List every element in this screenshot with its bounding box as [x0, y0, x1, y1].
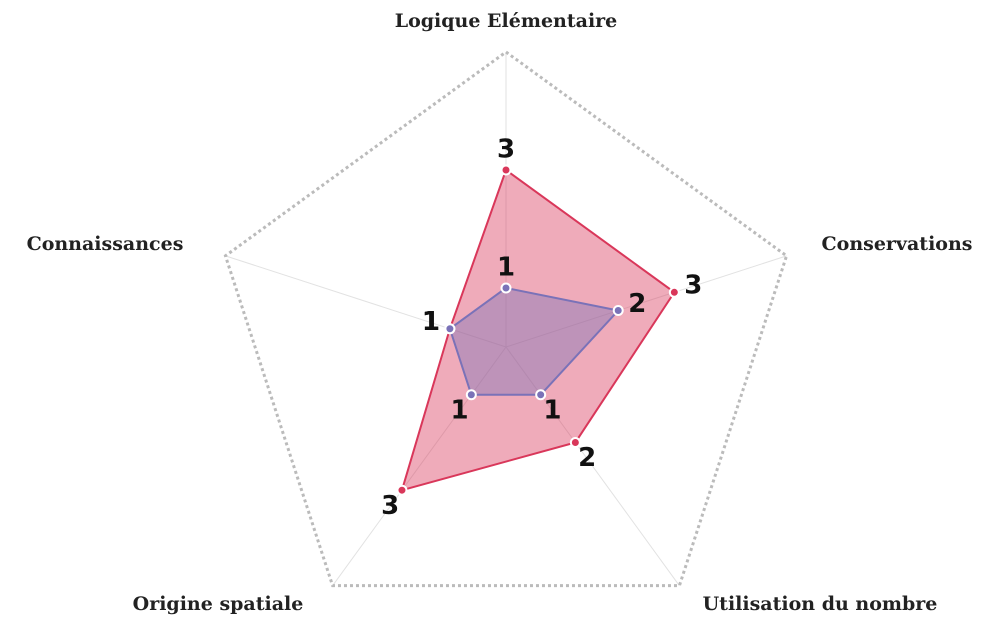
point [500, 164, 512, 176]
point [465, 389, 477, 401]
point [535, 389, 547, 401]
point [569, 436, 581, 448]
point [668, 286, 680, 298]
outer-grid [223, 50, 789, 588]
series-area [400, 168, 676, 492]
point [612, 305, 624, 317]
point [396, 484, 408, 496]
spoke [505, 346, 680, 586]
category-label: Utilisation du nombre [703, 593, 938, 615]
value-label: 1 [497, 253, 515, 283]
value-label: 3 [497, 135, 515, 165]
category-label: Connaissances [27, 233, 184, 255]
series-area [448, 286, 621, 396]
value-label: 3 [381, 491, 399, 521]
spoke [332, 346, 507, 586]
category-label: Conservations [822, 233, 973, 255]
category-label: Origine spatiale [133, 593, 304, 615]
value-label: 2 [628, 289, 646, 319]
point [444, 323, 456, 335]
value-label: 1 [422, 307, 440, 337]
spoke [225, 255, 507, 348]
category-label: Logique Elémentaire [395, 10, 618, 32]
value-label: 3 [684, 271, 702, 301]
spoke [505, 255, 787, 348]
value-label: 1 [543, 395, 561, 425]
value-label: 1 [451, 395, 469, 425]
value-label: 1 [422, 307, 440, 337]
point [500, 282, 512, 294]
value-label: 2 [578, 443, 596, 473]
